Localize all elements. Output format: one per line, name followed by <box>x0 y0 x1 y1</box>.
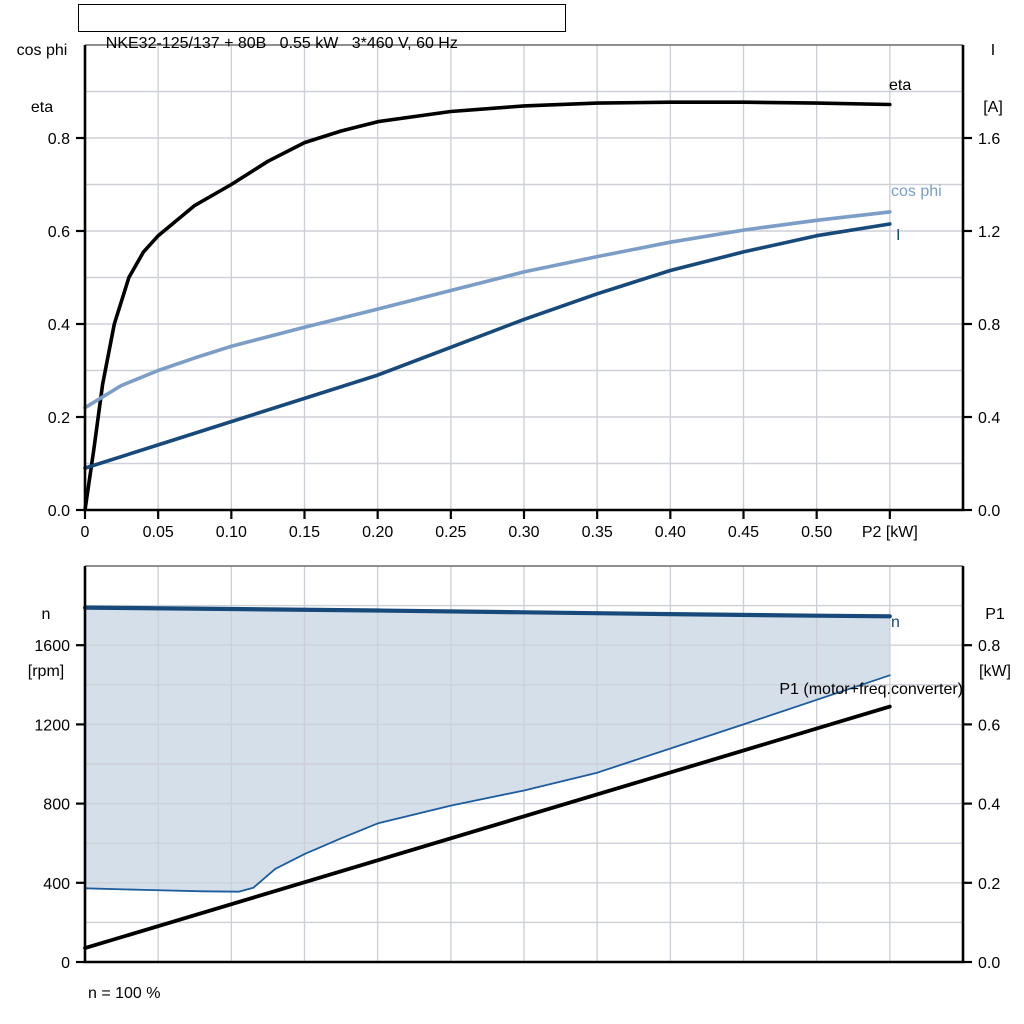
bottom-right-axis-title: P1 [kW] <box>962 567 1024 719</box>
tick-label: 0.45 <box>728 524 759 541</box>
axis-title-I: I <box>990 42 996 59</box>
bottom-left-axis-title: n [rpm] <box>10 567 82 719</box>
tick-label: 0.0 <box>978 955 1000 972</box>
tick-label: 1.2 <box>978 224 1000 241</box>
tick-label: 0.35 <box>582 524 613 541</box>
curve-I <box>83 222 892 470</box>
curve-P1 <box>83 704 892 950</box>
tick-label: 0.6 <box>48 224 70 241</box>
tick-label: 0.10 <box>216 524 247 541</box>
axis-title-kW-unit: [kW] <box>979 663 1011 680</box>
tick-label: 0.20 <box>362 524 393 541</box>
annotation-p1-motor-freq-converter: P1 (motor+freq.converter) <box>779 681 963 698</box>
curve-label-cos-phi: cos phi <box>891 183 942 200</box>
tick-label: 0.05 <box>143 524 174 541</box>
curve-label-n: n <box>891 614 900 631</box>
tick-label: 0.8 <box>48 131 70 148</box>
curve-eta <box>83 100 892 512</box>
axis-title-rpm-unit: [rpm] <box>27 663 65 680</box>
tick-label: 0.25 <box>435 524 466 541</box>
duty-range-area <box>85 607 890 892</box>
curve-label-eta: eta <box>889 77 912 94</box>
chart-title-box: NKE32-125/137 + 80B 0.55 kW 3*460 V, 60 … <box>78 4 566 52</box>
tick-label: 0 <box>61 955 70 972</box>
tick-label: 400 <box>43 876 70 893</box>
tick-label: 0.15 <box>289 524 320 541</box>
tick-label: 0.2 <box>48 410 70 427</box>
tick-label: 0.4 <box>48 317 70 334</box>
axis-title-n: n <box>41 606 51 623</box>
tick-label: 0.4 <box>978 410 1000 427</box>
tick-label: 0.6 <box>978 717 1000 734</box>
curve-label-current: I <box>896 227 901 244</box>
tick-label: 0.2 <box>978 876 1000 893</box>
chart-title: NKE32-125/137 + 80B 0.55 kW 3*460 V, 60 … <box>105 35 458 52</box>
tick-label: 1600 <box>34 638 70 655</box>
axis-title-eta: eta <box>30 99 54 116</box>
tick-label: 800 <box>43 797 70 814</box>
tick-label: 1.6 <box>978 131 1000 148</box>
tick-label: 0.8 <box>978 317 1000 334</box>
footnote-n-100-percent: n = 100 % <box>88 985 161 1002</box>
axis-title-cos-phi: cos phi <box>16 42 68 59</box>
tick-label: 0.40 <box>655 524 686 541</box>
curve-n <box>82 605 892 619</box>
top-left-axis-title: cos phi eta <box>0 3 84 155</box>
curve-cos-phi <box>83 210 892 410</box>
axis-title-A-unit: [A] <box>983 99 1003 116</box>
tick-label: 0.30 <box>508 524 539 541</box>
tick-label: 0 <box>81 524 90 541</box>
top-right-axis-title: I [A] <box>962 3 1024 155</box>
tick-label: P2 [kW] <box>862 524 918 541</box>
tick-label: 0.0 <box>48 503 70 520</box>
tick-label: 0.8 <box>978 638 1000 655</box>
tick-label: 1200 <box>34 717 70 734</box>
tick-label: 0.50 <box>801 524 832 541</box>
axis-title-P1: P1 <box>985 606 1005 623</box>
curve-n_min <box>84 674 891 893</box>
tick-label: 0.4 <box>978 797 1000 814</box>
tick-label: 0.0 <box>978 503 1000 520</box>
